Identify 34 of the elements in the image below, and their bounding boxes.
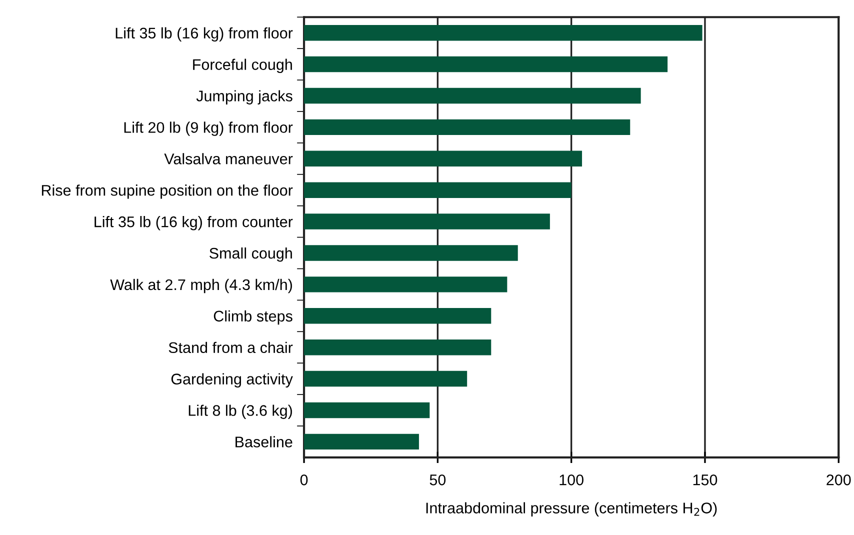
- y-tick-label: Walk at 2.7 mph (4.3 km/h): [110, 278, 292, 294]
- y-tick-label: Lift 20 lb (9 kg) from floor: [124, 122, 293, 136]
- x-axis-title: Intraabdominal pressure (centimeters H$_{2}$O): [426, 502, 717, 516]
- bar: [304, 56, 668, 72]
- y-tick-label: Rise from supine position on the floor: [42, 184, 293, 199]
- x-tick-label: 50: [430, 474, 446, 486]
- y-tick-label: Climb steps: [214, 310, 292, 325]
- y-tick-label: Small cough: [210, 247, 292, 262]
- x-tick-label: 200: [826, 474, 851, 486]
- bar: [304, 370, 468, 387]
- bar: [304, 119, 630, 136]
- bar: [304, 214, 550, 230]
- x-tick-label: 100: [560, 474, 584, 486]
- y-tick-label: Stand from a chair: [168, 342, 293, 354]
- y-tick-label: Valsalva maneuver: [164, 153, 293, 164]
- bar: [304, 245, 518, 261]
- bar: [304, 308, 492, 324]
- bar: [304, 182, 572, 198]
- bar: [304, 150, 582, 167]
- x-tick-label: 0: [300, 474, 308, 486]
- bar: [304, 24, 702, 41]
- y-tick-label: Forceful cough: [193, 58, 292, 73]
- y-tick-label: Baseline: [236, 436, 292, 448]
- y-tick-label: Lift 35 lb (16 kg) from counter: [94, 216, 293, 230]
- bar: [304, 88, 641, 104]
- y-tick-label: Lift 35 lb (16 kg) from floor: [116, 27, 293, 42]
- bar: [304, 402, 430, 418]
- x-tick-label: 150: [693, 474, 718, 486]
- bar: [304, 276, 508, 292]
- y-tick-label: Jumping jacks: [196, 90, 292, 104]
- bar: [304, 434, 419, 450]
- y-tick-label: Lift 8 lb (3.6 kg): [188, 404, 292, 419]
- y-tick-label: Gardening activity: [171, 373, 293, 388]
- bar: [304, 339, 492, 356]
